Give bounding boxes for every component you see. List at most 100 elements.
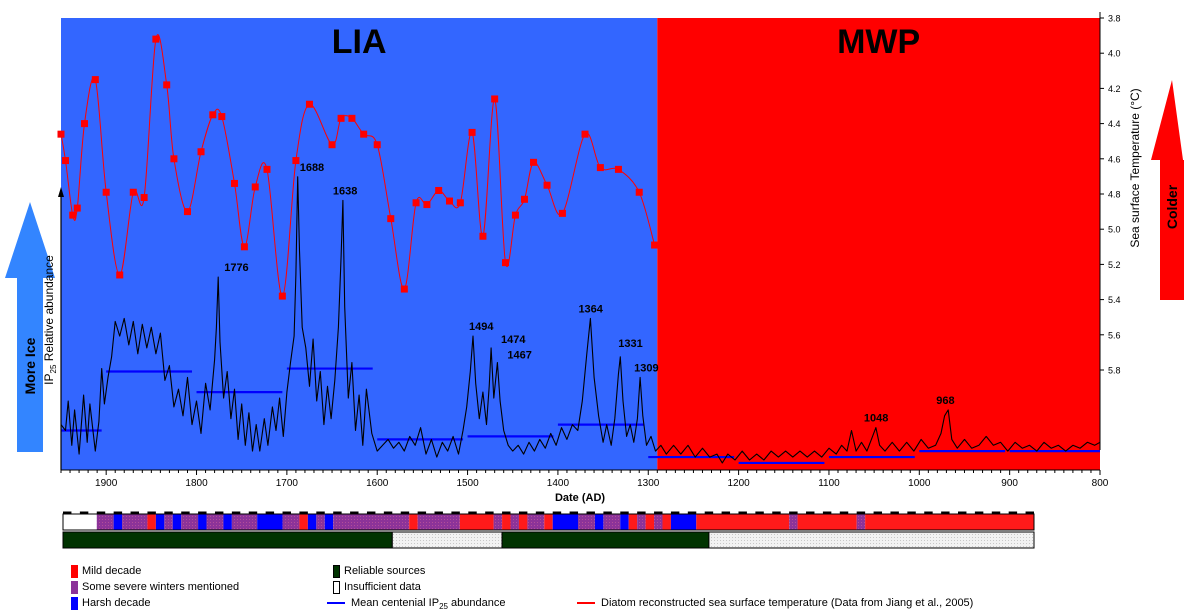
sst-point	[348, 114, 356, 122]
left-y-axis-label-main: IP	[42, 373, 56, 384]
decade-mild	[409, 514, 418, 530]
legend-severe-swatch	[71, 581, 78, 594]
legend-mild-label: Mild decade	[82, 565, 142, 577]
legend-mild-swatch	[71, 565, 78, 578]
more-ice-arrow	[5, 202, 55, 452]
sst-point	[69, 211, 77, 219]
decade-harsh	[198, 514, 207, 530]
sst-point	[209, 111, 217, 119]
peak-label: 1638	[333, 185, 357, 197]
decade-mild	[147, 514, 156, 530]
sst-point	[468, 128, 476, 136]
period-bg-mwp	[657, 18, 1100, 470]
x-tick-label: 800	[1092, 478, 1109, 489]
decade-none	[63, 514, 97, 530]
legend-mean-label-sub: 25	[439, 602, 448, 612]
arrows: More Ice Colder	[5, 80, 1184, 452]
legend-harsh-swatch	[71, 597, 78, 610]
legend-severe-label: Some severe winters mentioned	[82, 581, 240, 593]
right-y-tick-label: 4.4	[1108, 119, 1121, 129]
right-y-tick-label: 5.6	[1108, 330, 1121, 340]
decade-mild	[459, 514, 494, 530]
sst-point	[80, 120, 88, 128]
decade-harsh	[594, 514, 604, 530]
x-tick-label: 1600	[366, 478, 389, 489]
sst-point	[218, 113, 226, 121]
decade-severe	[789, 514, 798, 530]
decade-mild	[645, 514, 655, 530]
legend-sst-label: Diatom reconstructed sea surface tempera…	[601, 597, 974, 609]
sst-point	[152, 35, 160, 43]
decade-harsh	[223, 514, 232, 530]
decade-mild	[662, 514, 671, 530]
sst-point	[520, 195, 528, 203]
sst-point	[305, 100, 313, 108]
right-y-tick-label: 5.2	[1108, 260, 1121, 270]
sst-point	[183, 208, 191, 216]
sst-point	[230, 179, 238, 187]
decade-harsh	[155, 514, 165, 530]
ip25-line	[60, 176, 1101, 464]
decade-bar-frame	[62, 513, 1035, 531]
decade-severe	[493, 514, 503, 530]
sst-point	[530, 158, 538, 166]
decade-harsh	[113, 514, 123, 530]
sst-point	[614, 165, 622, 173]
period-label-mwp: MWP	[837, 23, 920, 61]
sst-point	[240, 243, 248, 251]
sst-point	[456, 199, 464, 207]
decade-mild	[544, 514, 553, 530]
sst-point	[400, 285, 408, 293]
sst-point	[102, 188, 110, 196]
legend-insufficient-label: Insufficient data	[344, 581, 421, 593]
decade-severe	[96, 514, 114, 530]
sst-point	[543, 181, 551, 189]
decade-severe	[316, 514, 325, 530]
peak-label: 1474	[501, 334, 526, 346]
decade-severe	[527, 514, 545, 530]
legend-mean-label-post: abundance	[447, 597, 506, 609]
decade-severe	[333, 514, 410, 530]
sst-point	[558, 209, 566, 217]
x-tick-label: 1900	[95, 478, 118, 489]
sst-point	[197, 148, 205, 156]
right-y-tick-label: 4.6	[1108, 154, 1121, 164]
sst-point	[328, 141, 336, 149]
decade-mild	[502, 514, 511, 530]
decade-severe	[603, 514, 621, 530]
decade-severe	[181, 514, 199, 530]
peak-labels: 1688 1638 1776 1494 1474 1467 1364 1331 1309 1048…	[224, 162, 954, 425]
decade-mild	[865, 514, 1034, 530]
peak-label: 1331	[618, 338, 642, 350]
right-y-tick-label: 4.0	[1108, 49, 1121, 59]
axes	[58, 12, 1101, 471]
period-label-lia: LIA	[332, 23, 387, 61]
decade-mild	[797, 514, 857, 530]
x-tick-label: 900	[1001, 478, 1018, 489]
sst-point	[337, 114, 345, 122]
sst-point	[251, 183, 259, 191]
x-tick-label: 1200	[727, 478, 750, 489]
sst-point	[360, 130, 368, 138]
sst-series	[57, 34, 659, 300]
sst-point	[581, 130, 589, 138]
right-y-tick-label: 4.8	[1108, 190, 1121, 200]
x-axis-label: Date (AD)	[555, 492, 605, 504]
x-tick-label: 1100	[818, 478, 840, 489]
decade-severe	[164, 514, 173, 530]
peak-label: 1364	[578, 303, 603, 315]
sst-point	[651, 241, 659, 249]
x-ticks: 1900 1800 1700 1600 1500 1400 1300 1200 1100 1000…	[60, 470, 1109, 489]
decade-harsh	[257, 514, 283, 530]
sst-point	[491, 95, 499, 103]
colder-arrow-label: Colder	[1164, 184, 1180, 229]
peak-label: 1494	[469, 321, 494, 333]
sst-point	[423, 201, 431, 209]
peak-label: 1688	[300, 162, 324, 174]
decade-harsh	[620, 514, 629, 530]
decade-mild	[628, 514, 638, 530]
ip25-series	[60, 176, 1101, 464]
sst-point	[278, 292, 286, 300]
sst-point	[635, 188, 643, 196]
legend-mild: Mild decade	[71, 565, 141, 578]
